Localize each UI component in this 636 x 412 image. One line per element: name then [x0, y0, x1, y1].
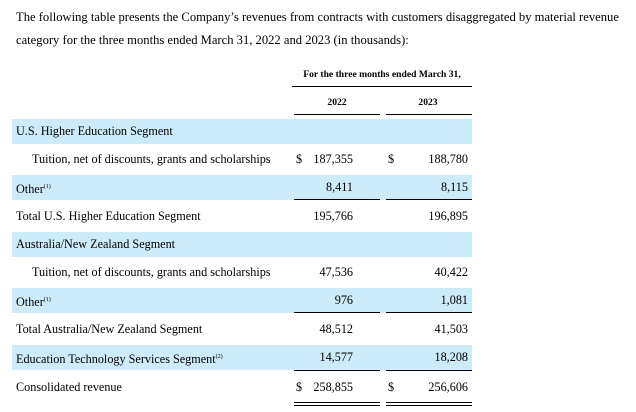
footnote-marker: (1)	[43, 297, 51, 303]
row-label: Tuition, net of discounts, grants and sc…	[32, 265, 271, 279]
value-2022: 47,536	[319, 265, 353, 279]
table-row-anz-total: Total Australia/New Zealand Segment 48,5…	[12, 317, 472, 342]
value-2023: 40,422	[434, 265, 468, 279]
row-label: U.S. Higher Education Segment	[16, 124, 173, 138]
row-label: Consolidated revenue	[16, 380, 122, 394]
value-2022: 14,577	[319, 350, 353, 364]
value-2023: 18,208	[434, 350, 468, 364]
row-label: Total U.S. Higher Education Segment	[16, 209, 201, 223]
row-label: Education Technology Services Segment(2)	[16, 352, 223, 366]
subtotal-rule-2022	[294, 370, 380, 371]
table-row-anz-other: Other(1) 976 1,081	[12, 288, 472, 313]
period-header-rule	[292, 86, 472, 87]
total-double-rule-2022	[294, 402, 380, 403]
value-2023: 1,081	[440, 293, 468, 307]
subtotal-rule-2023	[386, 370, 472, 371]
value-2022: 976	[334, 293, 353, 307]
year-rule-2023	[386, 114, 472, 115]
table-row-edtech-segment: Education Technology Services Segment(2)…	[12, 345, 472, 370]
total-double-rule-2023	[386, 405, 472, 406]
dollar-sign-2022: $	[296, 380, 303, 394]
table-row-us-segment-heading: U.S. Higher Education Segment	[12, 119, 472, 144]
value-2023: 8,115	[441, 180, 468, 194]
row-label: Other(1)	[16, 295, 51, 309]
row-label: Other(1)	[16, 182, 51, 196]
dollar-sign-2022: $	[296, 152, 303, 166]
value-2023: 256,606	[428, 380, 468, 394]
table-row-us-other: Other(1) 8,411 8,115	[12, 175, 472, 200]
value-2022: 258,855	[313, 380, 353, 394]
year-header-2023: 2023	[418, 97, 438, 108]
year-header-2022: 2022	[327, 97, 347, 108]
table-row-anz-tuition: Tuition, net of discounts, grants and sc…	[12, 260, 472, 285]
value-2022: 195,766	[313, 209, 353, 223]
intro-paragraph: The following table presents the Company…	[16, 10, 619, 47]
total-double-rule-2023	[386, 402, 472, 403]
value-2023: 188,780	[428, 152, 468, 166]
period-header: For the three months ended March 31,	[303, 69, 461, 80]
table-row-us-total: Total U.S. Higher Education Segment 195,…	[12, 204, 472, 229]
value-2022: 187,355	[313, 152, 353, 166]
footnote-marker: (2)	[215, 354, 223, 360]
row-label: Tuition, net of discounts, grants and sc…	[32, 152, 271, 166]
value-2023: 41,503	[434, 322, 468, 336]
dollar-sign-2023: $	[388, 380, 395, 394]
table-row-anz-segment-heading: Australia/New Zealand Segment	[12, 232, 472, 257]
total-double-rule-2022	[294, 405, 380, 406]
footnote-marker: (1)	[43, 184, 51, 190]
value-2022: 8,411	[326, 180, 353, 194]
value-2023: 196,895	[428, 209, 468, 223]
subtotal-rule-2022	[294, 199, 380, 200]
subtotal-rule-2023	[386, 199, 472, 200]
table-row-us-tuition: Tuition, net of discounts, grants and sc…	[12, 147, 472, 172]
table-row-consolidated-revenue: Consolidated revenue $ 258,855 $ 256,606	[12, 375, 472, 400]
subtotal-rule-2023	[386, 312, 472, 313]
subtotal-rule-2022	[294, 312, 380, 313]
row-label: Australia/New Zealand Segment	[16, 237, 176, 251]
value-2022: 48,512	[319, 322, 353, 336]
dollar-sign-2023: $	[388, 152, 395, 166]
year-rule-2022	[294, 114, 380, 115]
row-label: Total Australia/New Zealand Segment	[16, 322, 203, 336]
